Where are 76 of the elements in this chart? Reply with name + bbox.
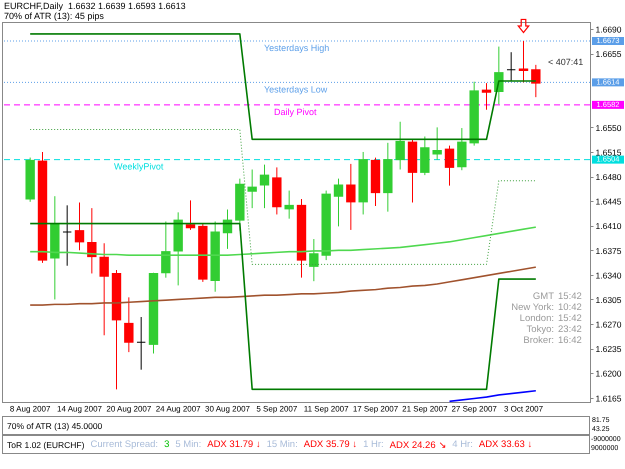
text: 16:42: [558, 335, 582, 346]
y-tick-label: 1.6690: [596, 24, 622, 35]
y-tick-label: 1.6270: [596, 320, 622, 330]
candlestick: [247, 169, 257, 209]
y-tick-label: 1.6340: [596, 270, 622, 280]
chart-title: EURCHF,Daily 1.6632 1.6639 1.6593 1.6613: [4, 1, 186, 11]
candlestick: [161, 220, 171, 278]
ref-line-label: WeeklyPivot: [114, 162, 164, 172]
text: 1 Hr:: [363, 439, 384, 450]
text: ADX 24.26 ↘: [390, 438, 446, 450]
candlestick: [531, 64, 541, 98]
text: 3: [164, 439, 170, 450]
x-tick-label: 5 Sep 2007: [256, 404, 298, 414]
ref-line-label: Yesterdays High: [264, 42, 330, 53]
annotation: London:: [520, 313, 554, 324]
text: ADX 31.79 ↓: [207, 439, 261, 450]
y-tick-label: 1.6200: [596, 368, 622, 379]
text: 70% of ATR (13): 45 pips: [4, 11, 104, 21]
x-tick-label: 24 Aug 2007: [156, 404, 202, 414]
x-tick-label: 20 Aug 2007: [106, 404, 152, 414]
candlestick: [346, 163, 356, 230]
y-tick-label: 1.6235: [596, 344, 622, 354]
x-tick-label: 17 Sep 2007: [352, 404, 399, 414]
annotation: Broker:: [523, 335, 554, 346]
candlestick: [482, 82, 492, 110]
text: 10:42: [558, 302, 582, 313]
y-tick-label: 1.6480: [596, 172, 622, 182]
candlestick: [395, 121, 405, 170]
x-tick-label: 14 Aug 2007: [57, 404, 103, 414]
candlestick: [136, 316, 146, 370]
y-tick-label: 1.6165: [596, 393, 622, 404]
text: < 407:41: [548, 57, 584, 67]
text: 15:42: [558, 291, 582, 302]
candlestick: [186, 200, 196, 230]
text: Current Spread:: [90, 439, 158, 450]
text: 70% of ATR (13) 45.0000: [7, 421, 102, 431]
ref-line-label: Daily Pivot: [274, 106, 318, 117]
ref-line-label: Yesterdays Low: [264, 84, 328, 94]
x-tick-label: 11 Sep 2007: [304, 404, 350, 414]
text: ToR 1.02 (EURCHF): [7, 440, 84, 450]
y-tick-label: 1.6550: [596, 122, 622, 133]
x-tick-label: 21 Sep 2007: [402, 404, 448, 414]
text: 23:42: [558, 324, 582, 335]
line-series: [448, 390, 537, 402]
annotation: New York:: [511, 302, 554, 313]
candlestick: [432, 126, 442, 160]
annotation: Tokyo:: [526, 324, 554, 335]
candlestick: [99, 242, 109, 336]
y-tick-label: 1.6515: [596, 147, 622, 158]
x-tick-label: 30 Aug 2007: [205, 404, 251, 414]
candlestick: [444, 145, 454, 186]
y-tick-label: 1.6410: [596, 221, 622, 232]
y-tick-label: 1.6375: [596, 246, 622, 256]
candlestick: [87, 208, 97, 274]
candlestick: [260, 164, 270, 209]
text: ADX 33.63 ↓: [478, 439, 532, 450]
y-tick-label: 1.6445: [596, 196, 622, 207]
x-tick-label: 3 Oct 2007: [504, 404, 544, 414]
candlestick: [74, 202, 84, 251]
text: 15 Min:: [266, 439, 298, 450]
x-tick-label: 8 Aug 2007: [10, 404, 51, 414]
candlestick: [62, 204, 72, 266]
y-tick-label: 1.6305: [596, 294, 622, 305]
candlestick: [284, 190, 294, 220]
text: 4 Hr:: [452, 439, 473, 450]
x-tick-label: 27 Sep 2007: [451, 404, 498, 414]
candlestick: [334, 178, 344, 227]
candlestick: [124, 296, 134, 353]
y-tick-label: 1.6655: [596, 49, 622, 60]
candlestick: [518, 40, 528, 83]
candlestick: [506, 52, 516, 82]
text: 5 Min:: [175, 439, 202, 450]
annotation: GMT: [532, 291, 554, 302]
text: 15:42: [558, 313, 582, 324]
text: ADX 35.79 ↓: [304, 439, 358, 450]
candlestick: [309, 238, 319, 282]
